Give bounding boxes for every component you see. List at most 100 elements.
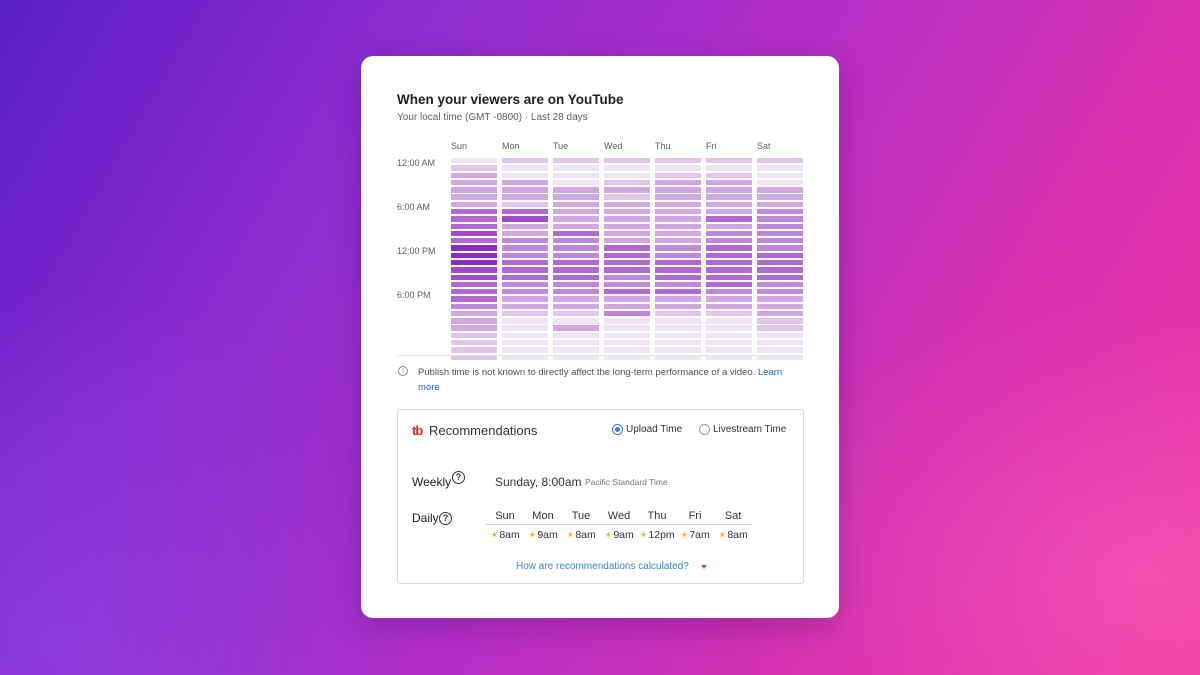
heatmap-cell[interactable] (502, 296, 548, 302)
heatmap-cell[interactable] (706, 296, 752, 302)
heatmap-cell[interactable] (655, 252, 701, 259)
heatmap-cell[interactable] (655, 267, 701, 273)
heatmap-cell[interactable] (706, 252, 752, 259)
heatmap-cell[interactable] (706, 230, 752, 237)
heatmap-cell[interactable] (502, 303, 548, 310)
heatmap-cell[interactable] (604, 318, 650, 324)
heatmap-cell[interactable] (604, 281, 650, 288)
heatmap-cell[interactable] (706, 238, 752, 244)
heatmap-cell[interactable] (553, 281, 599, 288)
heatmap-cell[interactable] (502, 289, 548, 295)
heatmap-cell[interactable] (757, 230, 803, 237)
heatmap-cell[interactable] (502, 267, 548, 273)
heatmap-cell[interactable] (757, 165, 803, 171)
heatmap-cell[interactable] (451, 201, 497, 208)
heatmap-cell[interactable] (604, 310, 650, 317)
heatmap-cell[interactable] (655, 325, 701, 331)
heatmap-cell[interactable] (655, 318, 701, 324)
heatmap-cell[interactable] (706, 172, 752, 178)
heatmap-cell[interactable] (502, 340, 548, 346)
heatmap-cell[interactable] (451, 230, 497, 237)
heatmap-cell[interactable] (502, 347, 548, 353)
heatmap-cell[interactable] (757, 187, 803, 193)
heatmap-cell[interactable] (553, 230, 599, 237)
heatmap-cell[interactable] (604, 274, 650, 280)
heatmap-cell[interactable] (451, 172, 497, 178)
heatmap-cell[interactable] (553, 201, 599, 208)
heatmap-cell[interactable] (502, 216, 548, 222)
heatmap-cell[interactable] (502, 245, 548, 251)
heatmap-cell[interactable] (757, 158, 803, 164)
heatmap-cell[interactable] (553, 187, 599, 193)
heatmap-cell[interactable] (502, 165, 548, 171)
heatmap-cell[interactable] (655, 216, 701, 222)
heatmap-cell[interactable] (553, 194, 599, 200)
how-calculated-link[interactable]: How are recommendations calculated? (516, 561, 689, 572)
heatmap-cell[interactable] (502, 325, 548, 331)
heatmap-cell[interactable] (451, 332, 497, 339)
chevron-down-icon[interactable] (701, 565, 707, 569)
heatmap-cell[interactable] (757, 310, 803, 317)
heatmap-cell[interactable] (604, 267, 650, 273)
heatmap-cell[interactable] (553, 259, 599, 266)
heatmap-cell[interactable] (706, 303, 752, 310)
heatmap-cell[interactable] (553, 347, 599, 353)
heatmap-cell[interactable] (655, 296, 701, 302)
heatmap-cell[interactable] (502, 158, 548, 164)
heatmap-cell[interactable] (706, 347, 752, 353)
heatmap-cell[interactable] (655, 310, 701, 317)
heatmap-cell[interactable] (757, 332, 803, 339)
heatmap-cell[interactable] (604, 158, 650, 164)
heatmap-cell[interactable] (757, 201, 803, 208)
heatmap-cell[interactable] (451, 238, 497, 244)
heatmap-cell[interactable] (553, 216, 599, 222)
heatmap-cell[interactable] (553, 303, 599, 310)
heatmap-cell[interactable] (706, 354, 752, 360)
heatmap-cell[interactable] (757, 267, 803, 273)
heatmap-cell[interactable] (553, 354, 599, 360)
heatmap-cell[interactable] (706, 201, 752, 208)
heatmap-cell[interactable] (502, 194, 548, 200)
heatmap-cell[interactable] (451, 245, 497, 251)
heatmap-cell[interactable] (451, 354, 497, 360)
heatmap-cell[interactable] (553, 223, 599, 229)
heatmap-cell[interactable] (757, 340, 803, 346)
heatmap-cell[interactable] (553, 267, 599, 273)
heatmap-cell[interactable] (757, 208, 803, 215)
heatmap-cell[interactable] (706, 274, 752, 280)
heatmap-cell[interactable] (502, 187, 548, 193)
heatmap-cell[interactable] (706, 216, 752, 222)
heatmap-cell[interactable] (502, 230, 548, 237)
heatmap-cell[interactable] (604, 187, 650, 193)
heatmap-cell[interactable] (502, 223, 548, 229)
heatmap-cell[interactable] (706, 310, 752, 317)
heatmap-cell[interactable] (604, 208, 650, 215)
heatmap-cell[interactable] (604, 252, 650, 259)
heatmap-cell[interactable] (553, 332, 599, 339)
heatmap-cell[interactable] (604, 332, 650, 339)
heatmap-cell[interactable] (553, 310, 599, 317)
heatmap-cell[interactable] (706, 281, 752, 288)
heatmap-cell[interactable] (451, 347, 497, 353)
heatmap-cell[interactable] (604, 325, 650, 331)
upload-time-radio[interactable] (612, 424, 623, 435)
livestream-time-label[interactable]: Livestream Time (713, 424, 787, 435)
heatmap-cell[interactable] (757, 245, 803, 251)
heatmap-cell[interactable] (502, 201, 548, 208)
heatmap-cell[interactable] (757, 296, 803, 302)
heatmap-cell[interactable] (451, 303, 497, 310)
heatmap-cell[interactable] (451, 165, 497, 171)
heatmap-cell[interactable] (655, 354, 701, 360)
heatmap-cell[interactable] (604, 347, 650, 353)
livestream-time-radio[interactable] (699, 424, 710, 435)
heatmap-cell[interactable] (706, 318, 752, 324)
heatmap-cell[interactable] (655, 238, 701, 244)
heatmap-cell[interactable] (706, 332, 752, 339)
heatmap-cell[interactable] (451, 259, 497, 266)
heatmap-cell[interactable] (706, 325, 752, 331)
heatmap-cell[interactable] (604, 245, 650, 251)
heatmap-cell[interactable] (451, 310, 497, 317)
heatmap-cell[interactable] (553, 296, 599, 302)
heatmap-cell[interactable] (451, 289, 497, 295)
weekly-help-icon[interactable]: ? (452, 471, 465, 484)
